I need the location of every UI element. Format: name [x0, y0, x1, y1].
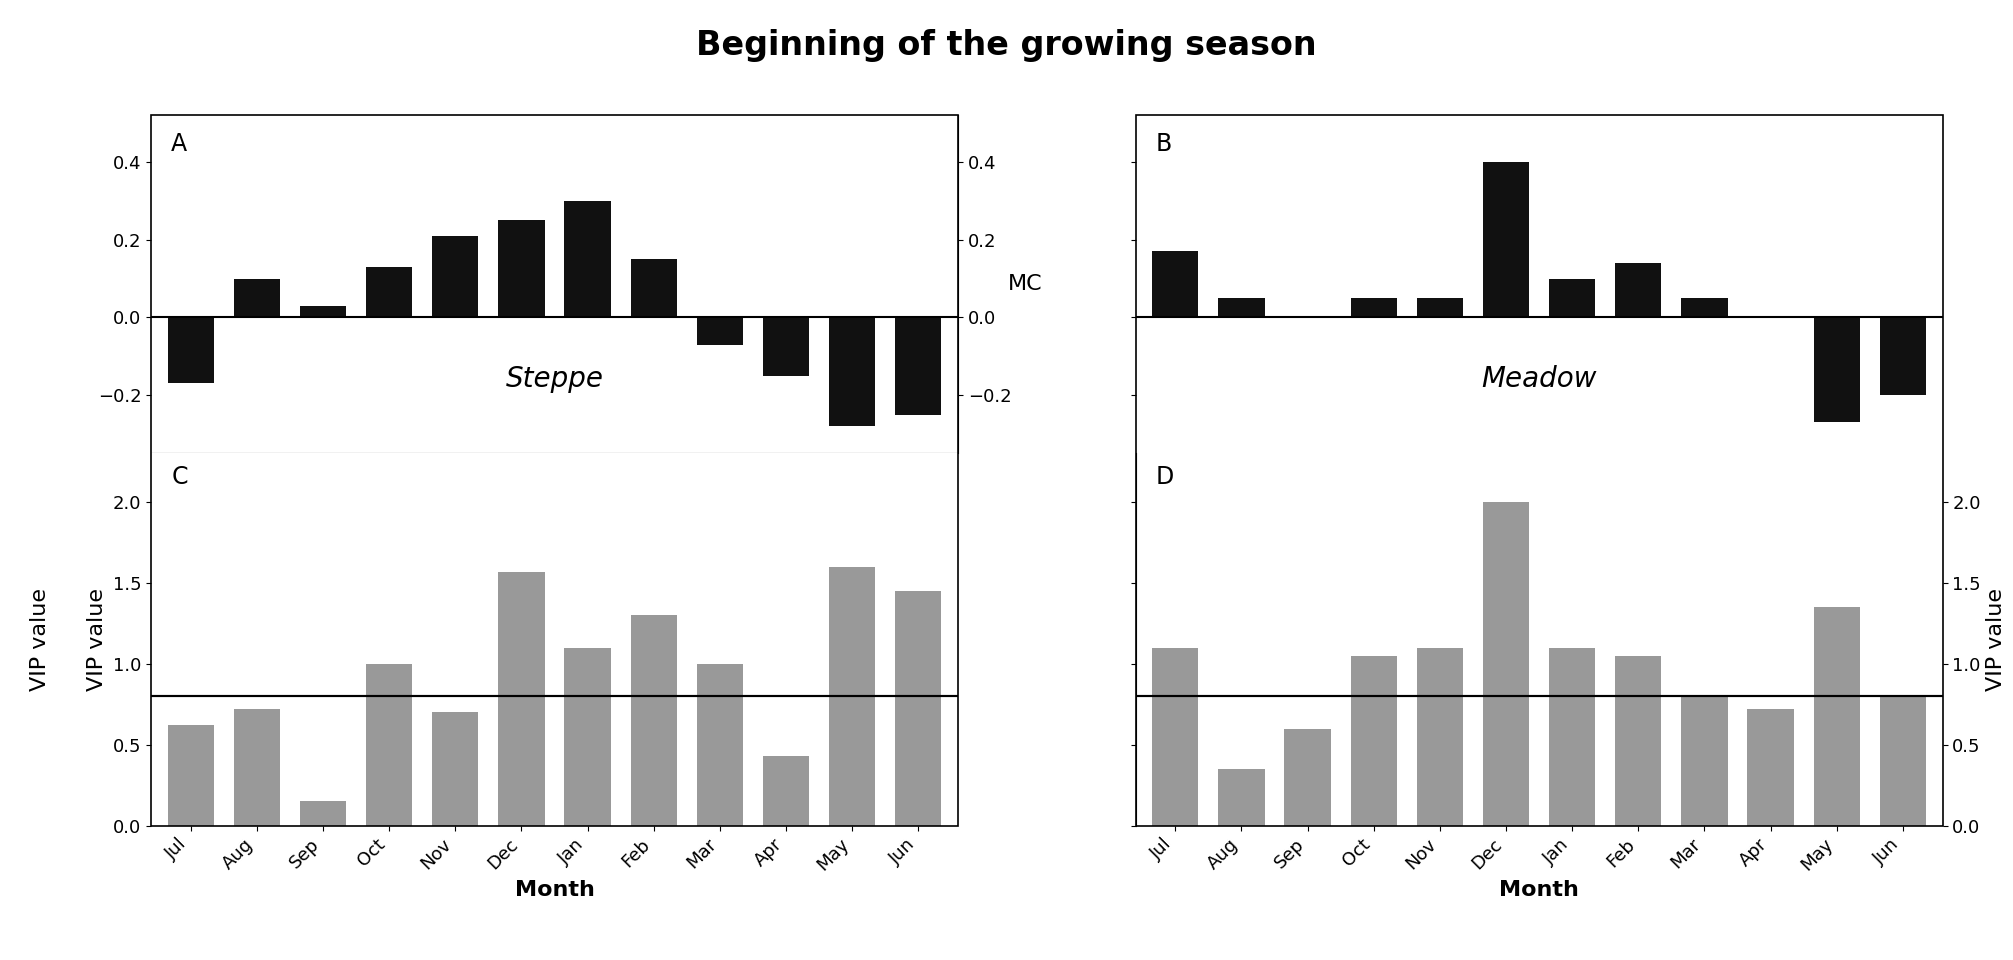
Bar	[763, 756, 809, 826]
Bar	[1151, 252, 1198, 318]
Bar	[696, 318, 743, 345]
Bar	[1484, 502, 1530, 826]
Bar	[630, 615, 676, 826]
Bar	[1218, 298, 1264, 318]
Bar	[1814, 607, 1860, 826]
Bar	[366, 663, 413, 826]
Text: A: A	[171, 132, 187, 156]
Text: Beginning of the growing season: Beginning of the growing season	[696, 29, 1317, 61]
Bar	[499, 571, 546, 826]
Bar	[300, 305, 346, 318]
X-axis label: Month: Month	[515, 880, 594, 900]
Bar	[1880, 318, 1926, 396]
Text: B: B	[1155, 132, 1172, 156]
Bar	[1747, 709, 1794, 826]
Text: Meadow: Meadow	[1482, 365, 1596, 393]
Text: Steppe: Steppe	[505, 365, 604, 393]
Bar	[1218, 769, 1264, 826]
Bar	[696, 663, 743, 826]
Bar	[829, 566, 876, 826]
Y-axis label: MC: MC	[1009, 275, 1043, 295]
Bar	[1681, 696, 1727, 826]
Bar	[1284, 729, 1331, 826]
Bar	[630, 259, 676, 318]
Bar	[896, 591, 942, 826]
Bar	[564, 201, 610, 318]
Bar	[564, 648, 610, 826]
Text: VIP value: VIP value	[30, 588, 50, 691]
Bar	[300, 802, 346, 826]
Bar	[433, 712, 479, 826]
Bar	[1484, 162, 1530, 318]
Bar	[1614, 656, 1661, 826]
Bar	[1880, 696, 1926, 826]
Bar	[234, 709, 280, 826]
Bar	[234, 278, 280, 318]
Bar	[366, 267, 413, 318]
Bar	[1351, 298, 1397, 318]
Bar	[1681, 298, 1727, 318]
Bar	[1548, 648, 1594, 826]
Bar	[1351, 656, 1397, 826]
Bar	[1548, 278, 1594, 318]
Bar	[763, 318, 809, 375]
Bar	[433, 236, 479, 318]
Text: D: D	[1155, 465, 1174, 489]
Bar	[167, 318, 213, 383]
Bar	[1151, 648, 1198, 826]
Bar	[1614, 263, 1661, 318]
Bar	[1814, 318, 1860, 422]
Bar	[1417, 298, 1463, 318]
Bar	[896, 318, 942, 415]
Y-axis label: VIP value: VIP value	[1987, 588, 2007, 691]
Y-axis label: VIP value: VIP value	[87, 588, 107, 691]
X-axis label: Month: Month	[1500, 880, 1578, 900]
Bar	[499, 220, 546, 318]
Text: C: C	[171, 465, 187, 489]
Bar	[167, 726, 213, 826]
Bar	[829, 318, 876, 426]
Bar	[1417, 648, 1463, 826]
